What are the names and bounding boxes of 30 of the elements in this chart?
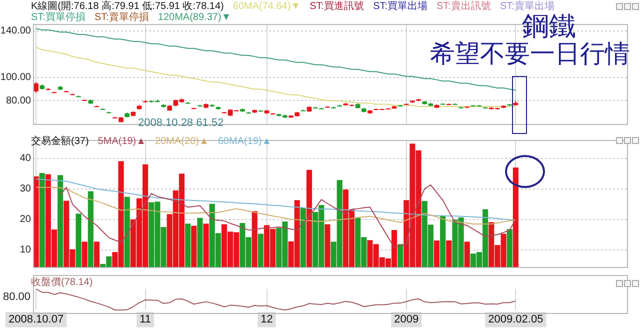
- annotation: 希望不要一日行情: [430, 39, 630, 68]
- text: ST:買單出場: [373, 1, 428, 12]
- text: 鋼鐵: [522, 11, 576, 42]
- chart-title: 交易金額(37): [31, 136, 89, 147]
- y-tick-label: 10: [20, 244, 32, 256]
- y-tick-label: 140.00: [0, 26, 32, 37]
- text: ST:賣單停損: [94, 12, 149, 23]
- x-tick-label: 12: [260, 314, 273, 326]
- text: ST:買進訊號: [310, 1, 364, 12]
- x-tick-label: 2009.02.05: [488, 314, 544, 326]
- text: 20MA(20)▲: [155, 136, 209, 147]
- text: 120MA(89.37)▼: [158, 12, 232, 23]
- text: 60MA(74.64)▼: [232, 1, 301, 12]
- chart-title: K線圖(開:76.18 高:79.91 低:75.91 收:78.14): [31, 1, 224, 12]
- text: 5MA(19)▲: [98, 136, 146, 147]
- x-tick-label: 2008.10.07: [8, 314, 64, 326]
- text: ST:賣單出場: [500, 1, 554, 12]
- text: 60MA(19)▲: [218, 136, 272, 147]
- y-tick-label: 100.00: [0, 72, 32, 84]
- annotation: 2008.10.28 61.52: [138, 117, 224, 129]
- y-tick-label: 30: [20, 184, 32, 195]
- x-tick-label: 2009: [394, 314, 419, 326]
- y-tick-label: 40: [20, 153, 32, 164]
- y-tick-label: 80.00: [6, 95, 32, 106]
- candlestick: [34, 82, 38, 94]
- text: ST:賣出訊號: [436, 1, 491, 12]
- series-label: 收盤價(78.14): [31, 277, 93, 288]
- text: ST:買單停損: [31, 12, 86, 23]
- y-tick-label: 20: [20, 214, 32, 226]
- x-tick-label: 11: [140, 314, 152, 326]
